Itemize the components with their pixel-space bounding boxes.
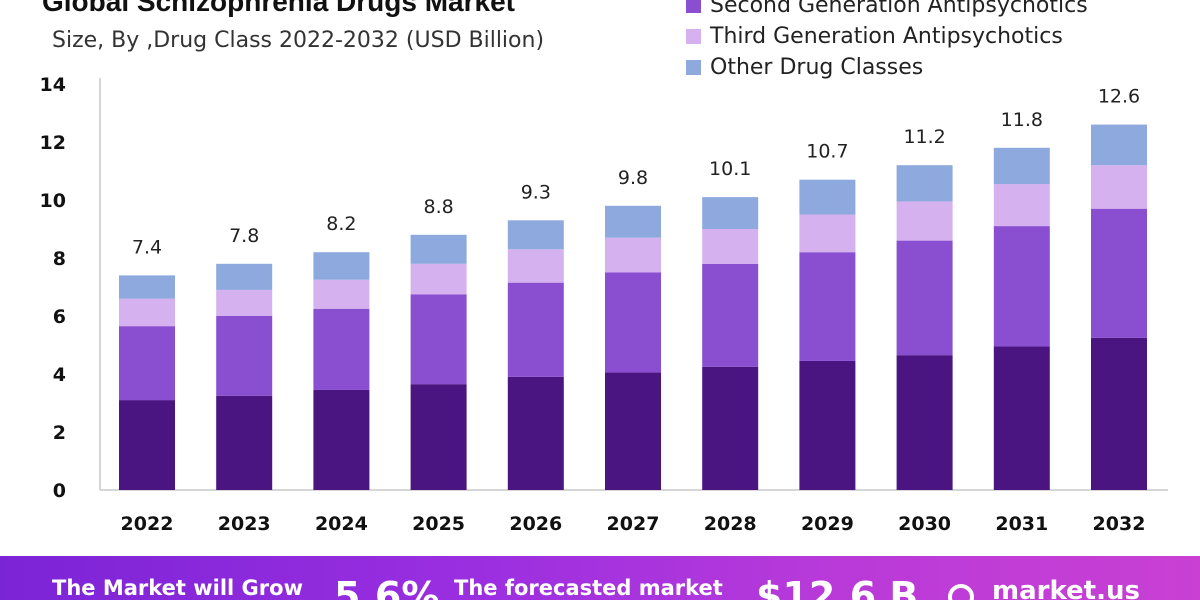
bar-segment-2028-s0 — [702, 366, 759, 490]
total-label-2024: 8.2 — [326, 213, 356, 235]
bar-segment-2022-s3 — [119, 275, 175, 299]
x-tick-label-2028: 2028 — [704, 513, 757, 535]
x-tick-label-2029: 2029 — [801, 513, 854, 535]
bar-segment-2032-s1 — [1091, 208, 1147, 338]
legend-label-other: Other Drug Classes — [710, 55, 924, 80]
bar-segment-2023-s0 — [216, 395, 273, 490]
market-us-logo-icon — [948, 584, 974, 600]
total-label-2025: 8.8 — [423, 196, 453, 218]
footer-grow-text: The Market will Grow — [52, 576, 303, 600]
bar-segment-2025-s1 — [410, 294, 467, 385]
total-label-2022: 7.4 — [132, 236, 162, 258]
bar-segment-2022-s2 — [119, 298, 175, 327]
x-tick-label-2023: 2023 — [218, 513, 271, 535]
footer-banner: The Market will Grow 5.6% The forecasted… — [0, 556, 1200, 600]
bar-segment-2022-s1 — [119, 326, 175, 401]
bar-segment-2027-s3 — [605, 205, 661, 238]
x-tick-label-2025: 2025 — [412, 513, 465, 535]
bar-segment-2030-s2 — [896, 201, 953, 241]
legend-item-second-gen: Second Generation Antipsychotics — [686, 0, 1088, 21]
bar-segment-2028-s3 — [702, 197, 759, 229]
x-tick-label-2032: 2032 — [1093, 513, 1146, 535]
total-label-2026: 9.3 — [521, 181, 551, 203]
bar-segment-2027-s1 — [605, 272, 661, 373]
bar-segment-2024-s1 — [313, 308, 370, 390]
total-label-2030: 11.2 — [903, 126, 945, 148]
legend-label-third-gen: Third Generation Antipsychotics — [710, 24, 1063, 49]
bar-segment-2026-s1 — [507, 282, 564, 377]
x-tick-label-2026: 2026 — [509, 513, 562, 535]
bar-segment-2026-s0 — [507, 376, 564, 490]
legend-item-third-gen: Third Generation Antipsychotics — [686, 21, 1088, 52]
bar-segment-2031-s2 — [993, 184, 1050, 227]
y-tick-label: 10 — [40, 190, 66, 212]
bar-segment-2031-s1 — [993, 226, 1050, 347]
bar-segment-2030-s1 — [896, 240, 953, 356]
bar-segment-2029-s3 — [799, 179, 856, 215]
footer-cagr: 5.6% — [334, 574, 440, 600]
stacked-bar-chart: 0 2 4 6 8 10 12 14 7.4 2022 7.8 2023 8.2 2024 8.8 2025 9… — [40, 74, 1168, 535]
total-label-2029: 10.7 — [806, 141, 848, 163]
legend-label-second-gen: Second Generation Antipsychotics — [710, 0, 1088, 18]
bar-segment-2022-s0 — [119, 400, 175, 490]
bar-segment-2024-s3 — [313, 252, 370, 280]
bar-segment-2026-s2 — [507, 249, 564, 283]
bar-segment-2029-s0 — [799, 360, 856, 490]
bar-segment-2024-s0 — [313, 389, 370, 490]
bar-segment-2027-s2 — [605, 237, 661, 273]
bar-segment-2027-s0 — [605, 372, 661, 490]
legend-swatch-second-gen — [686, 0, 701, 13]
bar-segment-2026-s3 — [507, 220, 564, 250]
bar-segment-2023-s3 — [216, 263, 273, 290]
y-tick-label: 6 — [53, 306, 66, 328]
total-label-2028: 10.1 — [709, 158, 751, 180]
bar-segment-2031-s0 — [993, 346, 1050, 490]
total-label-2031: 11.8 — [1001, 109, 1043, 131]
bar-segment-2032-s2 — [1091, 165, 1147, 209]
legend: Second Generation Antipsychotics Third G… — [686, 0, 1088, 83]
legend-item-other: Other Drug Classes — [686, 52, 1088, 83]
bar-segment-2029-s2 — [799, 214, 856, 253]
bar-segment-2023-s2 — [216, 289, 273, 316]
total-label-2027: 9.8 — [618, 167, 648, 189]
chart-subtitle: Size, By ,Drug Class 2022-2032 (USD Bill… — [52, 28, 545, 53]
y-tick-label: 14 — [40, 74, 66, 96]
total-label-2032: 12.6 — [1098, 86, 1140, 108]
x-tick-label-2022: 2022 — [121, 513, 174, 535]
x-tick-label-2030: 2030 — [898, 513, 951, 535]
bar-segment-2031-s3 — [993, 147, 1050, 185]
y-tick-label: 12 — [40, 132, 66, 154]
y-tick-label: 2 — [53, 422, 66, 444]
footer-forecast-text: The forecasted market — [454, 576, 723, 600]
bar-segment-2030-s3 — [896, 165, 953, 202]
bar-segment-2028-s1 — [702, 263, 759, 367]
chart-title: Global Schizophrenia Drugs Market — [42, 0, 515, 17]
bar-segment-2025-s3 — [410, 234, 467, 264]
x-tick-label-2031: 2031 — [995, 513, 1048, 535]
footer-logo-text: market.us — [992, 576, 1140, 600]
legend-swatch-other — [686, 60, 701, 75]
bar-segment-2025-s2 — [410, 263, 467, 295]
bar-segment-2024-s2 — [313, 279, 370, 309]
bar-segment-2030-s0 — [896, 355, 953, 490]
bar-segment-2029-s1 — [799, 252, 856, 361]
y-tick-label: 4 — [53, 364, 66, 386]
bar-segment-2028-s2 — [702, 229, 759, 264]
bar-segment-2023-s1 — [216, 316, 273, 396]
bar-segment-2032-s3 — [1091, 124, 1147, 166]
bar-segment-2025-s0 — [410, 384, 467, 490]
x-tick-label-2024: 2024 — [315, 513, 368, 535]
y-tick-label: 8 — [53, 248, 66, 270]
y-tick-label: 0 — [53, 480, 66, 502]
total-label-2023: 7.8 — [229, 225, 259, 247]
legend-swatch-third-gen — [686, 29, 701, 44]
x-tick-label-2027: 2027 — [607, 513, 660, 535]
bar-segment-2032-s0 — [1091, 337, 1147, 490]
footer-forecast-value: $12.6 B — [756, 574, 919, 600]
